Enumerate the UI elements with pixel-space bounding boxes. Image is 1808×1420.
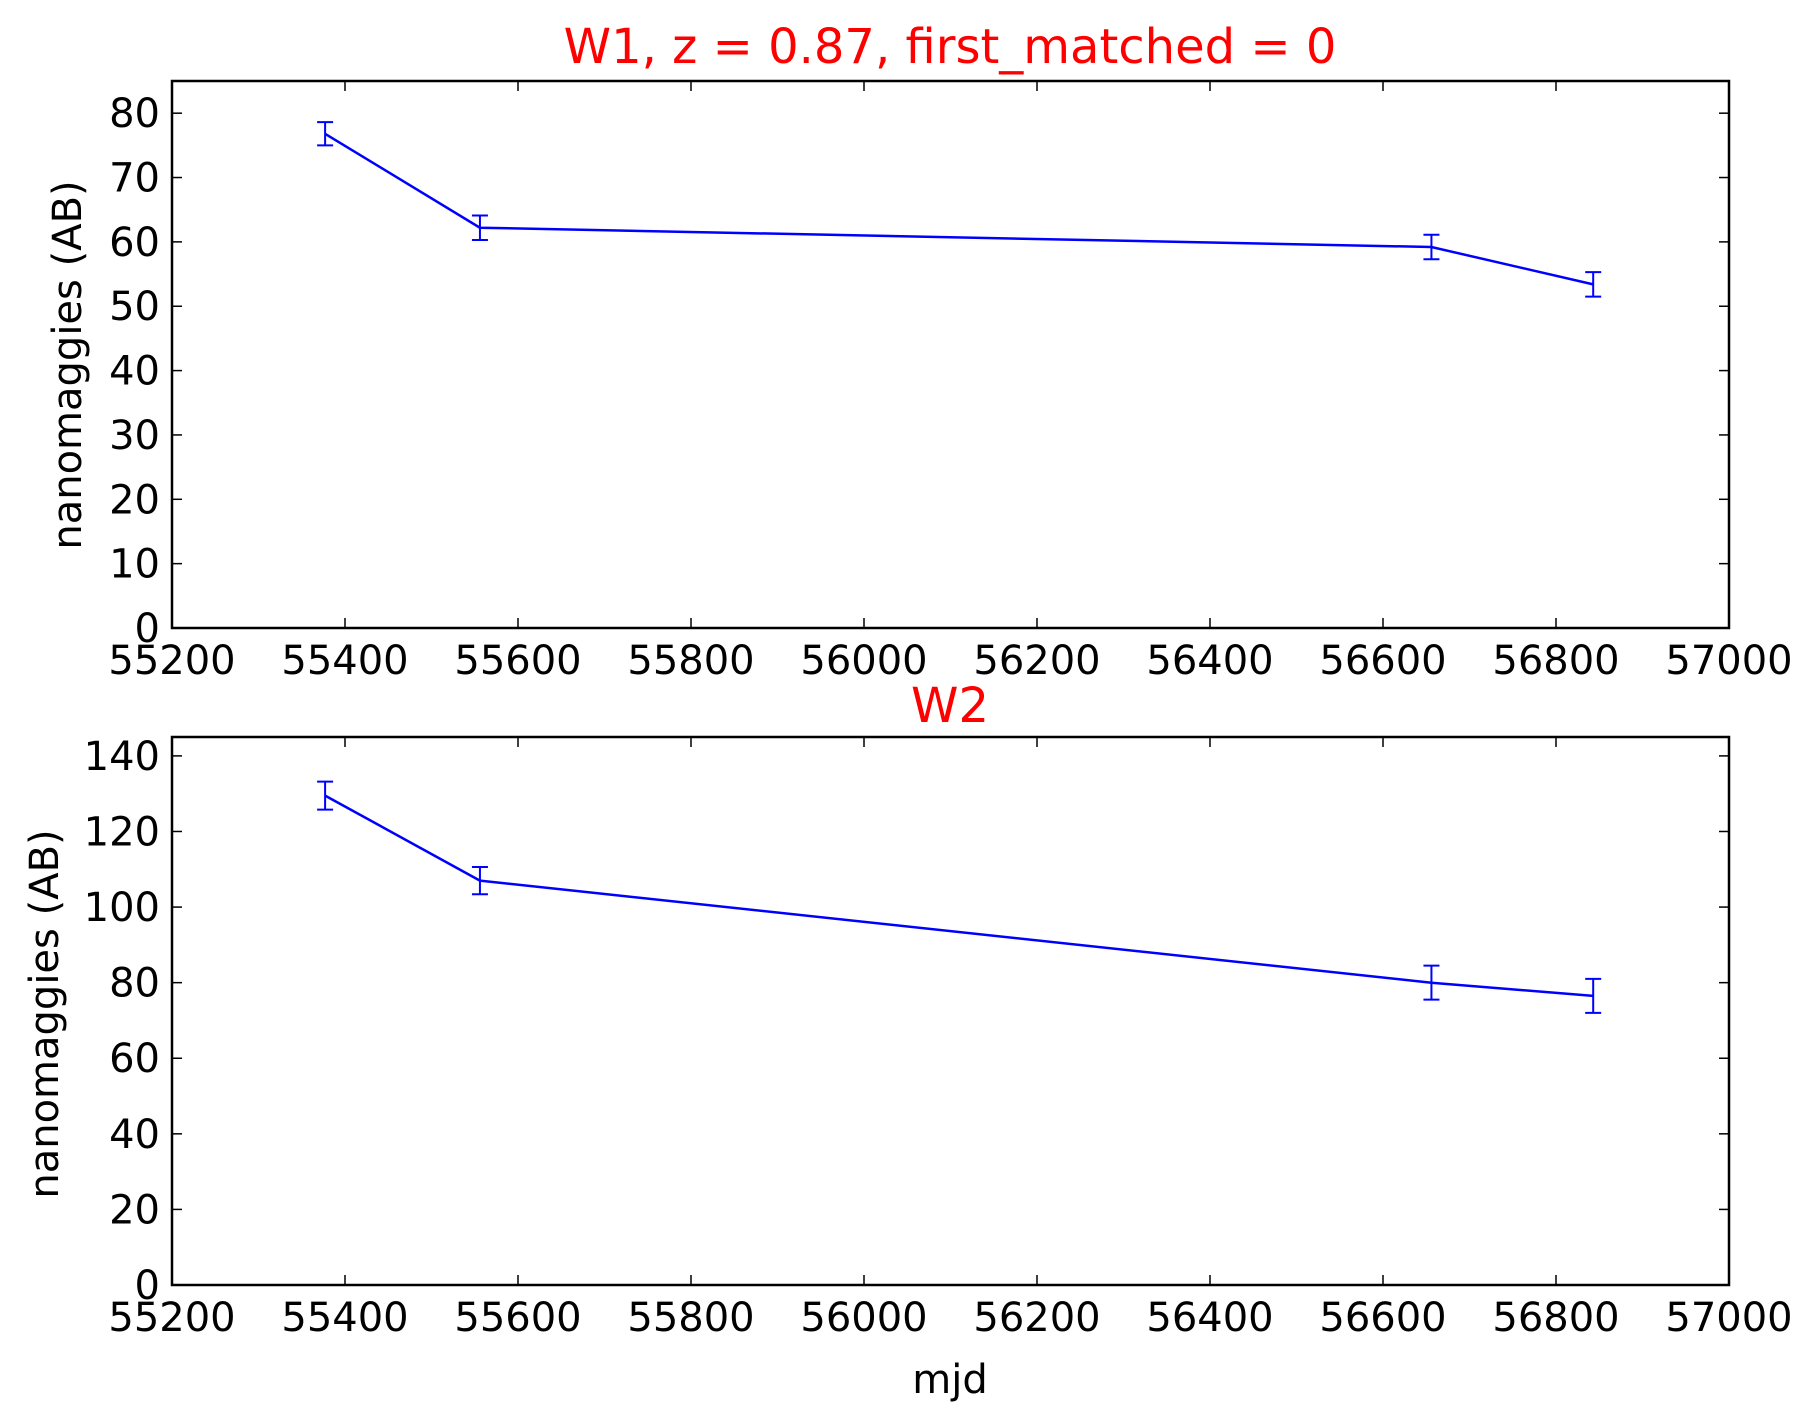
w2-x-tick-label: 55400	[281, 1295, 408, 1341]
w1-x-tick-label: 55600	[454, 638, 581, 684]
w2-x-tick-label: 56200	[973, 1295, 1100, 1341]
w1-x-tick-label: 56400	[1146, 638, 1273, 684]
w1-y-tick-label: 0	[135, 606, 160, 652]
w1-y-axis-label: nanomaggies (AB)	[45, 180, 91, 549]
w2-panel: W2 nanomaggies (AB) mjd 55200 55400 55600 5…	[22, 678, 1793, 1403]
w1-x-tick-label: 56000	[800, 638, 927, 684]
w2-plot-marks: 55200 55400 55600 55800 56000 56200 56400 56600…	[84, 734, 1793, 1341]
w1-y-tick-label: 50	[109, 284, 160, 330]
w1-y-tick-label: 60	[109, 220, 160, 266]
w2-y-tick-label: 100	[84, 885, 160, 931]
w1-x-tick-label: 56600	[1319, 638, 1446, 684]
w2-x-tick-label: 55600	[454, 1295, 581, 1341]
w2-y-tick-label: 60	[109, 1036, 160, 1082]
w1-x-tick-label: 57000	[1665, 638, 1792, 684]
w1-x-tick-label: 56800	[1492, 638, 1619, 684]
w1-chart-title: W1, z = 0.87, first_matched = 0	[564, 19, 1337, 75]
w2-y-axis-label: nanomaggies (AB)	[22, 829, 68, 1198]
w1-x-tick-label: 56200	[973, 638, 1100, 684]
w2-y-tick-label: 120	[84, 809, 160, 855]
w1-x-tick-label: 55800	[627, 638, 754, 684]
w2-chart-title: W2	[911, 678, 989, 734]
w1-panel: W1, z = 0.87, first_matched = 0 nanomagg…	[45, 19, 1793, 684]
w1-y-tick-label: 70	[109, 156, 160, 202]
w2-x-tick-label: 57000	[1665, 1295, 1792, 1341]
w1-y-tick-label: 30	[109, 413, 160, 459]
w1-x-tick-label: 55400	[281, 638, 408, 684]
w2-x-tick-label: 55800	[627, 1295, 754, 1341]
w2-y-tick-label: 80	[109, 961, 160, 1007]
w2-series-line	[324, 794, 1594, 998]
w2-x-tick-label: 56000	[800, 1295, 927, 1341]
w2-y-tick-label: 40	[109, 1112, 160, 1158]
w1-plot-marks: 55200 55400 55600 55800 56000 56200 56400 56600…	[108, 81, 1793, 684]
w2-plot-frame	[170, 735, 1731, 1287]
w2-x-axis-label: mjd	[912, 1357, 987, 1403]
w2-x-tick-label: 56400	[1146, 1295, 1273, 1341]
w2-x-tick-label: 56600	[1319, 1295, 1446, 1341]
w2-y-tick-label: 20	[109, 1187, 160, 1233]
w1-x-tick-label: 55200	[108, 638, 235, 684]
w2-y-tick-label: 140	[84, 734, 160, 780]
w2-y-tick-label: 0	[135, 1263, 160, 1309]
w2-x-tick-label: 56800	[1492, 1295, 1619, 1341]
w1-y-tick-label: 10	[109, 542, 160, 588]
w1-y-tick-label: 40	[109, 349, 160, 395]
w1-y-tick-label: 20	[109, 477, 160, 523]
w1-plot-frame	[170, 79, 1731, 630]
w1-y-tick-label: 80	[109, 91, 160, 137]
w2-x-tick-label: 55200	[108, 1295, 235, 1341]
w1-series-line	[324, 132, 1594, 286]
